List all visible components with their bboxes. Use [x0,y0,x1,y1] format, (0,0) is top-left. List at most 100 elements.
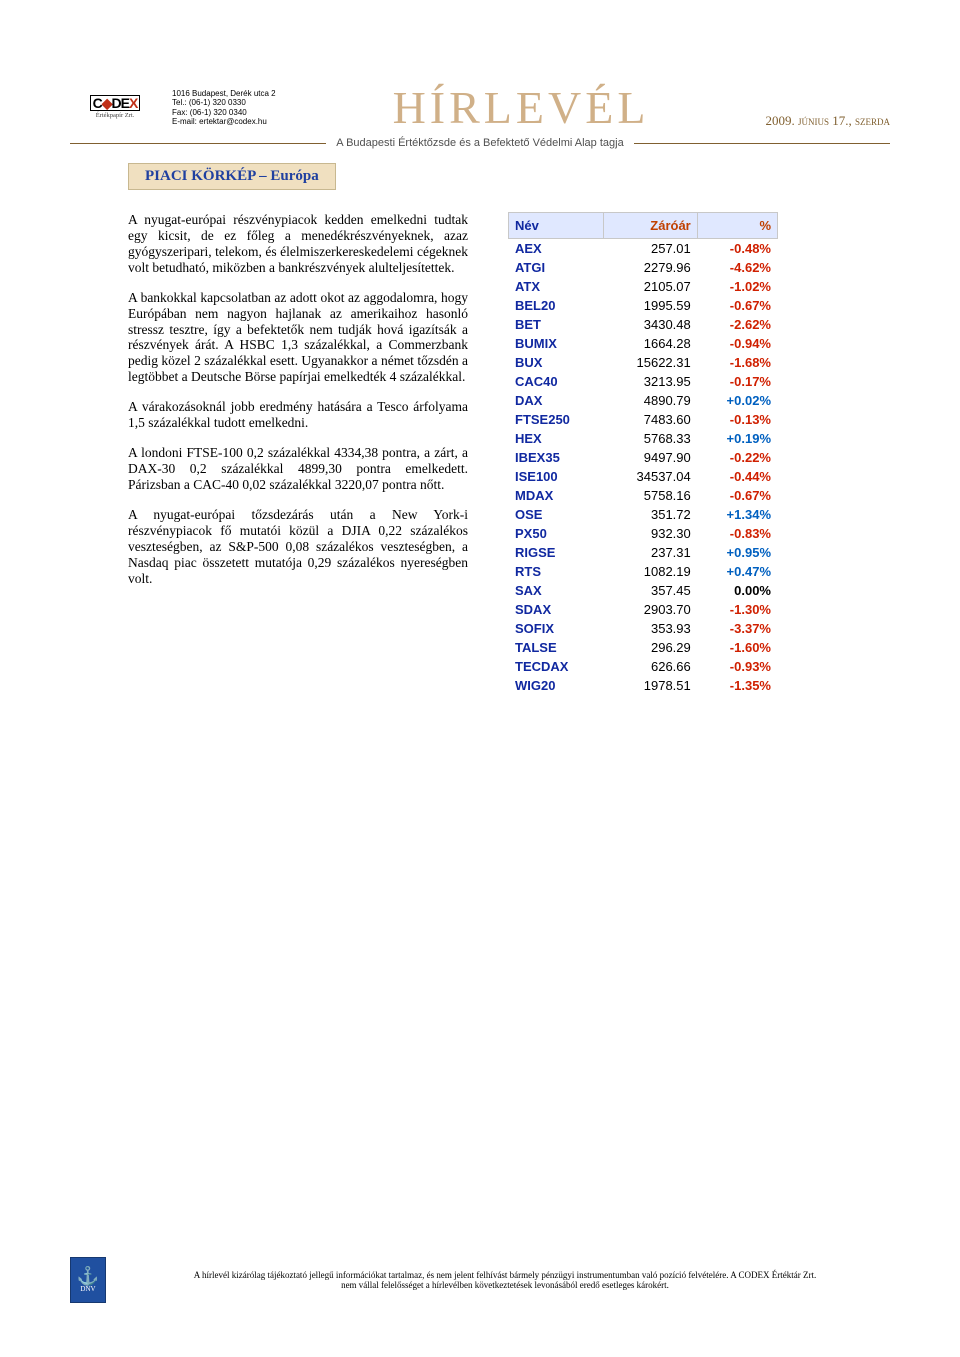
table-row: TECDAX626.66-0.93% [509,657,778,676]
subheader-rule: A Budapesti Értéktőzsde és a Befektető V… [70,137,890,149]
table-row: FTSE2507483.60-0.13% [509,410,778,429]
pct-change: -0.93% [697,657,777,676]
pct-change: -4.62% [697,258,777,277]
table-row: TALSE296.29-1.60% [509,638,778,657]
pct-change: -0.67% [697,296,777,315]
table-row: RIGSE237.31+0.95% [509,543,778,562]
table-row: BUMIX1664.28-0.94% [509,334,778,353]
close-value: 7483.60 [603,410,697,429]
index-name: MDAX [509,486,604,505]
index-name: ATGI [509,258,604,277]
close-value: 1978.51 [603,676,697,695]
index-name: RIGSE [509,543,604,562]
index-name: DAX [509,391,604,410]
close-value: 2279.96 [603,258,697,277]
index-name: TALSE [509,638,604,657]
pct-change: -1.68% [697,353,777,372]
close-value: 357.45 [603,581,697,600]
pct-change: -0.48% [697,239,777,259]
table-row: BUX15622.31-1.68% [509,353,778,372]
footer-cert-logo: ⚓ DNV [70,1257,106,1303]
table-row: RTS1082.19+0.47% [509,562,778,581]
address-line: E-mail: ertektar@codex.hu [172,117,292,126]
table-row: IBEX359497.90-0.22% [509,448,778,467]
pct-change: -1.30% [697,600,777,619]
table-row: HEX5768.33+0.19% [509,429,778,448]
close-value: 4890.79 [603,391,697,410]
table-row: SDAX2903.70-1.30% [509,600,778,619]
address-block: 1016 Budapest, Derék utca 2 Tel.: (06-1)… [172,89,292,126]
pct-change: -3.37% [697,619,777,638]
index-name: IBEX35 [509,448,604,467]
close-value: 353.93 [603,619,697,638]
table-row: BET3430.48-2.62% [509,315,778,334]
pct-change: -0.22% [697,448,777,467]
table-row: CAC403213.95-0.17% [509,372,778,391]
index-name: SOFIX [509,619,604,638]
table-row: DAX4890.79+0.02% [509,391,778,410]
index-name: FTSE250 [509,410,604,429]
pct-change: -1.02% [697,277,777,296]
index-name: CAC40 [509,372,604,391]
close-value: 15622.31 [603,353,697,372]
col-header-name: Név [509,213,604,239]
section-title: PIACI KÖRKÉP – Európa [128,163,336,190]
logo-text: C◆DEX [90,95,141,111]
table-row: ISE10034537.04-0.44% [509,467,778,486]
close-value: 5758.16 [603,486,697,505]
index-name: RTS [509,562,604,581]
close-value: 626.66 [603,657,697,676]
close-value: 351.72 [603,505,697,524]
newsletter-title: HÍRLEVÉL [304,81,738,134]
col-header-close: Záróár [603,213,697,239]
pct-change: -0.13% [697,410,777,429]
close-value: 9497.90 [603,448,697,467]
page-header: C◆DEX Értékpapír Zrt. 1016 Budapest, Der… [70,0,890,135]
logo: C◆DEX Értékpapír Zrt. [70,80,160,135]
close-value: 5768.33 [603,429,697,448]
close-value: 1664.28 [603,334,697,353]
pct-change: -0.44% [697,467,777,486]
index-name: TECDAX [509,657,604,676]
close-value: 2105.07 [603,277,697,296]
pct-change: +0.47% [697,562,777,581]
pct-change: +0.19% [697,429,777,448]
pct-change: +0.95% [697,543,777,562]
close-value: 3213.95 [603,372,697,391]
page-footer: ⚓ DNV A hírlevél kizárólag tájékoztató j… [70,1257,890,1303]
cert-label: DNV [80,1285,95,1293]
index-name: BEL20 [509,296,604,315]
pct-change: 0.00% [697,581,777,600]
pct-change: -1.60% [697,638,777,657]
address-line: 1016 Budapest, Derék utca 2 [172,89,292,98]
anchor-icon: ⚓ [77,1267,99,1285]
pct-change: -1.35% [697,676,777,695]
close-value: 257.01 [603,239,697,259]
article-paragraph: A nyugat-európai tőzsdezárás után a New … [128,507,468,587]
table-row: MDAX5758.16-0.67% [509,486,778,505]
issue-date: 2009. június 17., szerda [750,87,890,129]
table-row: BEL201995.59-0.67% [509,296,778,315]
pct-change: -2.62% [697,315,777,334]
table-row: SOFIX353.93-3.37% [509,619,778,638]
pct-change: -0.17% [697,372,777,391]
address-line: Fax: (06-1) 320 0340 [172,108,292,117]
table-row: OSE351.72+1.34% [509,505,778,524]
logo-subtext: Értékpapír Zrt. [96,113,135,120]
table-row: SAX357.450.00% [509,581,778,600]
col-header-pct: % [697,213,777,239]
article-paragraph: A bankokkal kapcsolatban az adott okot a… [128,290,468,386]
disclaimer-line: A hírlevél kizárólag tájékoztató jellegű… [120,1270,890,1280]
close-value: 34537.04 [603,467,697,486]
index-name: HEX [509,429,604,448]
address-line: Tel.: (06-1) 320 0330 [172,98,292,107]
index-name: ATX [509,277,604,296]
close-value: 2903.70 [603,600,697,619]
pct-change: +0.02% [697,391,777,410]
index-name: BUX [509,353,604,372]
pct-change: +1.34% [697,505,777,524]
index-name: ISE100 [509,467,604,486]
index-table: Név Záróár % AEX257.01-0.48%ATGI2279.96-… [508,212,778,695]
close-value: 932.30 [603,524,697,543]
disclaimer-text: A hírlevél kizárólag tájékoztató jellegű… [120,1270,890,1291]
